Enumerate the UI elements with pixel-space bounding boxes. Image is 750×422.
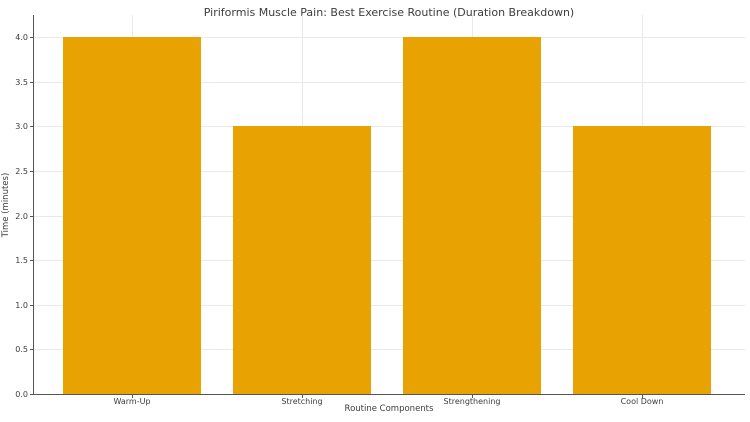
x-tick-mark: [642, 395, 643, 398]
plot-area: [33, 15, 745, 395]
y-tick-label: 3.5: [15, 77, 28, 87]
y-tick-label: 0.0: [15, 390, 28, 399]
x-axis-title: Routine Components: [344, 404, 434, 414]
y-tick-mark: [30, 215, 33, 217]
y-tick-mark: [30, 126, 33, 128]
horizontal-gridline: [33, 37, 745, 39]
x-tick-label: Cool Down: [620, 397, 664, 406]
y-tick-mark: [30, 304, 33, 306]
x-axis-line: [33, 394, 745, 395]
bar-strengthening: [403, 37, 541, 394]
horizontal-gridline: [33, 171, 745, 173]
y-tick-mark: [30, 349, 33, 351]
horizontal-gridline: [33, 349, 745, 351]
horizontal-gridline: [33, 215, 745, 217]
bar-cool-down: [573, 126, 711, 394]
y-tick-label: 4.0: [15, 33, 28, 43]
y-tick-label: 0.5: [15, 345, 28, 355]
y-tick-mark: [30, 81, 33, 83]
horizontal-gridline: [33, 304, 745, 306]
x-tick-label: Strengthening: [443, 397, 501, 406]
y-tick-label: 1.0: [15, 300, 28, 310]
x-tick-mark: [472, 395, 473, 398]
y-tick-mark: [30, 171, 33, 173]
bar-warm-up: [63, 37, 201, 394]
y-tick-label: 2.0: [15, 211, 28, 221]
y-tick-mark: [30, 37, 33, 39]
y-tick-label: 1.5: [15, 256, 28, 266]
y-tick-label: 3.0: [15, 122, 28, 132]
x-tick-label: Stretching: [281, 397, 323, 406]
y-axis-line: [33, 15, 34, 395]
bar-stretching: [233, 126, 371, 394]
chart-title: Piriformis Muscle Pain: Best Exercise Ro…: [203, 6, 575, 19]
y-tick-label: 2.5: [15, 167, 28, 177]
x-tick-label: Warm-Up: [113, 397, 151, 406]
y-tick-mark: [30, 394, 33, 395]
horizontal-gridline: [33, 81, 745, 83]
horizontal-gridline: [33, 126, 745, 128]
x-tick-mark: [132, 395, 133, 398]
horizontal-gridline: [33, 260, 745, 262]
x-tick-mark: [302, 395, 303, 398]
y-tick-mark: [30, 260, 33, 262]
